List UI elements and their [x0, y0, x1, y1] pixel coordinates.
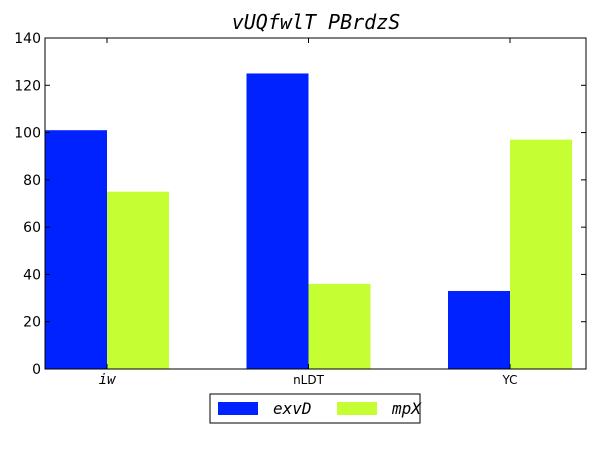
y-tick-label-0: 0	[32, 362, 41, 378]
y-tick-label-20: 20	[23, 315, 41, 331]
x-tick-label-nLDT: nLDT	[293, 373, 325, 387]
bar-mpX-YC	[510, 139, 572, 369]
y-tick-label-140: 140	[14, 31, 41, 47]
y-tick-label-60: 60	[23, 220, 41, 236]
y-tick-label-80: 80	[23, 173, 41, 189]
legend-swatch-mpX	[337, 402, 377, 415]
x-tick-label-YC: YC	[501, 373, 517, 387]
chart-title: vUQfwlT PBrdzS	[232, 10, 401, 34]
bar-mpX-nLDT	[308, 283, 371, 369]
legend-swatch-exvD	[218, 402, 258, 415]
y-tick-label-100: 100	[14, 126, 41, 142]
bar-exvD-iw	[45, 130, 107, 369]
legend-label-exvD: exvD	[273, 399, 312, 418]
bar-mpX-iw	[107, 191, 169, 369]
legend: exvD mpX	[209, 393, 422, 424]
y-tick-label-120: 120	[14, 78, 41, 94]
plot-area-frame	[44, 37, 587, 370]
legend-label-mpX: mpX	[391, 399, 422, 418]
bar-exvD-nLDT	[246, 73, 309, 369]
bar-exvD-YC	[448, 290, 510, 369]
x-tick-label-iw: iw	[99, 372, 116, 388]
y-tick-label-40: 40	[23, 267, 41, 283]
